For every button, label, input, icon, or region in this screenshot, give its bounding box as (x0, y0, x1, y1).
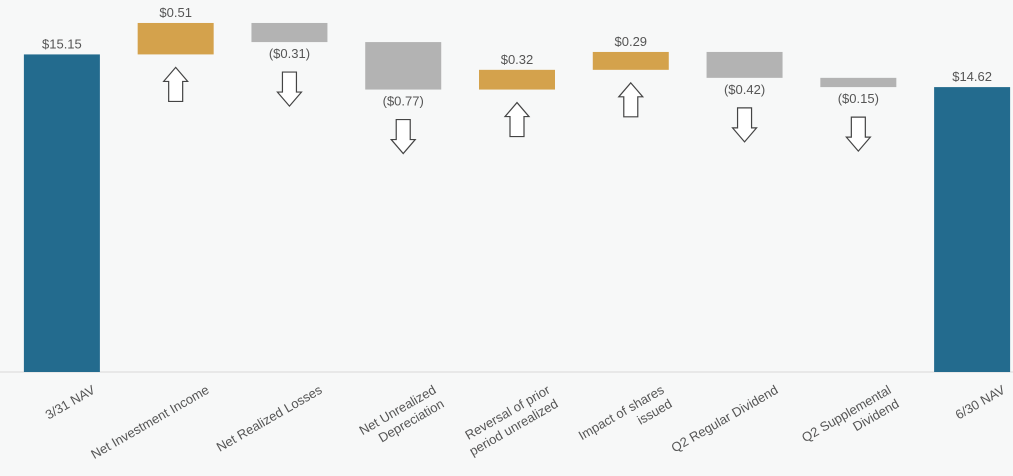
increase-bar (592, 51, 669, 70)
total-bar (934, 87, 1011, 372)
value-label: $0.32 (501, 52, 534, 67)
decrease-bar (251, 22, 328, 43)
decrease-bar (820, 77, 897, 88)
value-label: ($0.77) (383, 94, 424, 109)
arrow-icon (617, 81, 645, 118)
value-label: ($0.42) (724, 82, 765, 97)
value-label: $0.29 (615, 34, 648, 49)
value-label: $0.51 (159, 5, 192, 20)
value-label: ($0.15) (838, 91, 879, 106)
arrow-icon (731, 107, 758, 143)
arrow-icon (389, 118, 417, 155)
value-label: ($0.31) (269, 46, 310, 61)
arrow-icon (845, 116, 872, 153)
arrow-icon (162, 66, 189, 103)
value-label: $15.15 (42, 36, 82, 51)
increase-bar (479, 69, 555, 90)
total-bar (23, 54, 100, 373)
increase-bar (137, 22, 214, 55)
arrow-icon (276, 71, 303, 108)
value-label: $14.62 (952, 69, 992, 84)
decrease-bar (365, 42, 442, 90)
decrease-bar (706, 51, 783, 78)
arrow-icon (503, 101, 531, 138)
